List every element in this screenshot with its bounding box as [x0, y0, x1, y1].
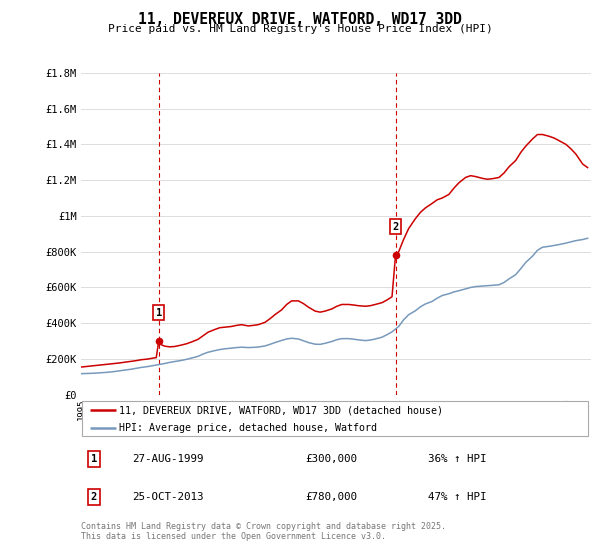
Text: 11, DEVEREUX DRIVE, WATFORD, WD17 3DD (detached house): 11, DEVEREUX DRIVE, WATFORD, WD17 3DD (d… [119, 405, 443, 415]
FancyBboxPatch shape [82, 401, 589, 436]
Text: Contains HM Land Registry data © Crown copyright and database right 2025.
This d: Contains HM Land Registry data © Crown c… [81, 522, 446, 542]
Text: 25-OCT-2013: 25-OCT-2013 [132, 492, 203, 502]
Text: £300,000: £300,000 [305, 454, 358, 464]
Text: 1: 1 [155, 307, 162, 318]
Text: 2: 2 [392, 222, 398, 232]
Text: Price paid vs. HM Land Registry's House Price Index (HPI): Price paid vs. HM Land Registry's House … [107, 24, 493, 34]
Text: 36% ↑ HPI: 36% ↑ HPI [428, 454, 487, 464]
Text: 1: 1 [91, 454, 97, 464]
Text: 27-AUG-1999: 27-AUG-1999 [132, 454, 203, 464]
Text: HPI: Average price, detached house, Watford: HPI: Average price, detached house, Watf… [119, 423, 377, 433]
Text: 2: 2 [91, 492, 97, 502]
Text: £780,000: £780,000 [305, 492, 358, 502]
Text: 11, DEVEREUX DRIVE, WATFORD, WD17 3DD: 11, DEVEREUX DRIVE, WATFORD, WD17 3DD [138, 12, 462, 27]
Text: 47% ↑ HPI: 47% ↑ HPI [428, 492, 487, 502]
